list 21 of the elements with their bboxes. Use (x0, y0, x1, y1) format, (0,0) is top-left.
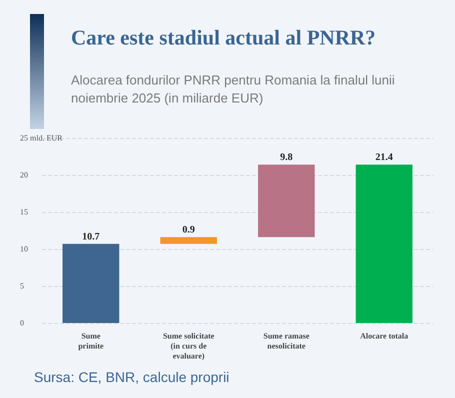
x-tick-label: Sume primite (78, 332, 104, 350)
data-label: 21.4 (375, 152, 393, 164)
bar (160, 237, 217, 244)
x-tick-label: Sume solicitate (in curs de evaluare) (162, 332, 215, 360)
bar (356, 164, 412, 323)
y-tick-label: 10 (20, 244, 28, 254)
text: Sursa: CE, BNR, calcule proprii (34, 369, 230, 385)
x-tick-label: Alocare totala (360, 332, 408, 340)
bar (62, 244, 120, 323)
y-tick-label: 0 (20, 318, 24, 328)
y-tick-label: 20 (20, 170, 28, 180)
data-label: 10.7 (82, 231, 100, 242)
chart-subtitle: Alocarea fondurilor PNRR pentru Romania la finalul lunii noiembrie 2025 (in miliarde EUR) (71, 72, 398, 106)
bar (258, 164, 315, 238)
y-tick-label: 25 mld. EUR (20, 134, 64, 142)
y-tick-label: 15 (20, 208, 28, 216)
data-label: 9.8 (280, 152, 293, 164)
data-label: 0.9 (182, 224, 195, 236)
chart-title: Care este stadiul actual al PNRR? (71, 26, 376, 50)
y-tick-label: 5 (20, 282, 24, 290)
x-tick-label: Sume ramase nesolicitate (263, 332, 310, 350)
